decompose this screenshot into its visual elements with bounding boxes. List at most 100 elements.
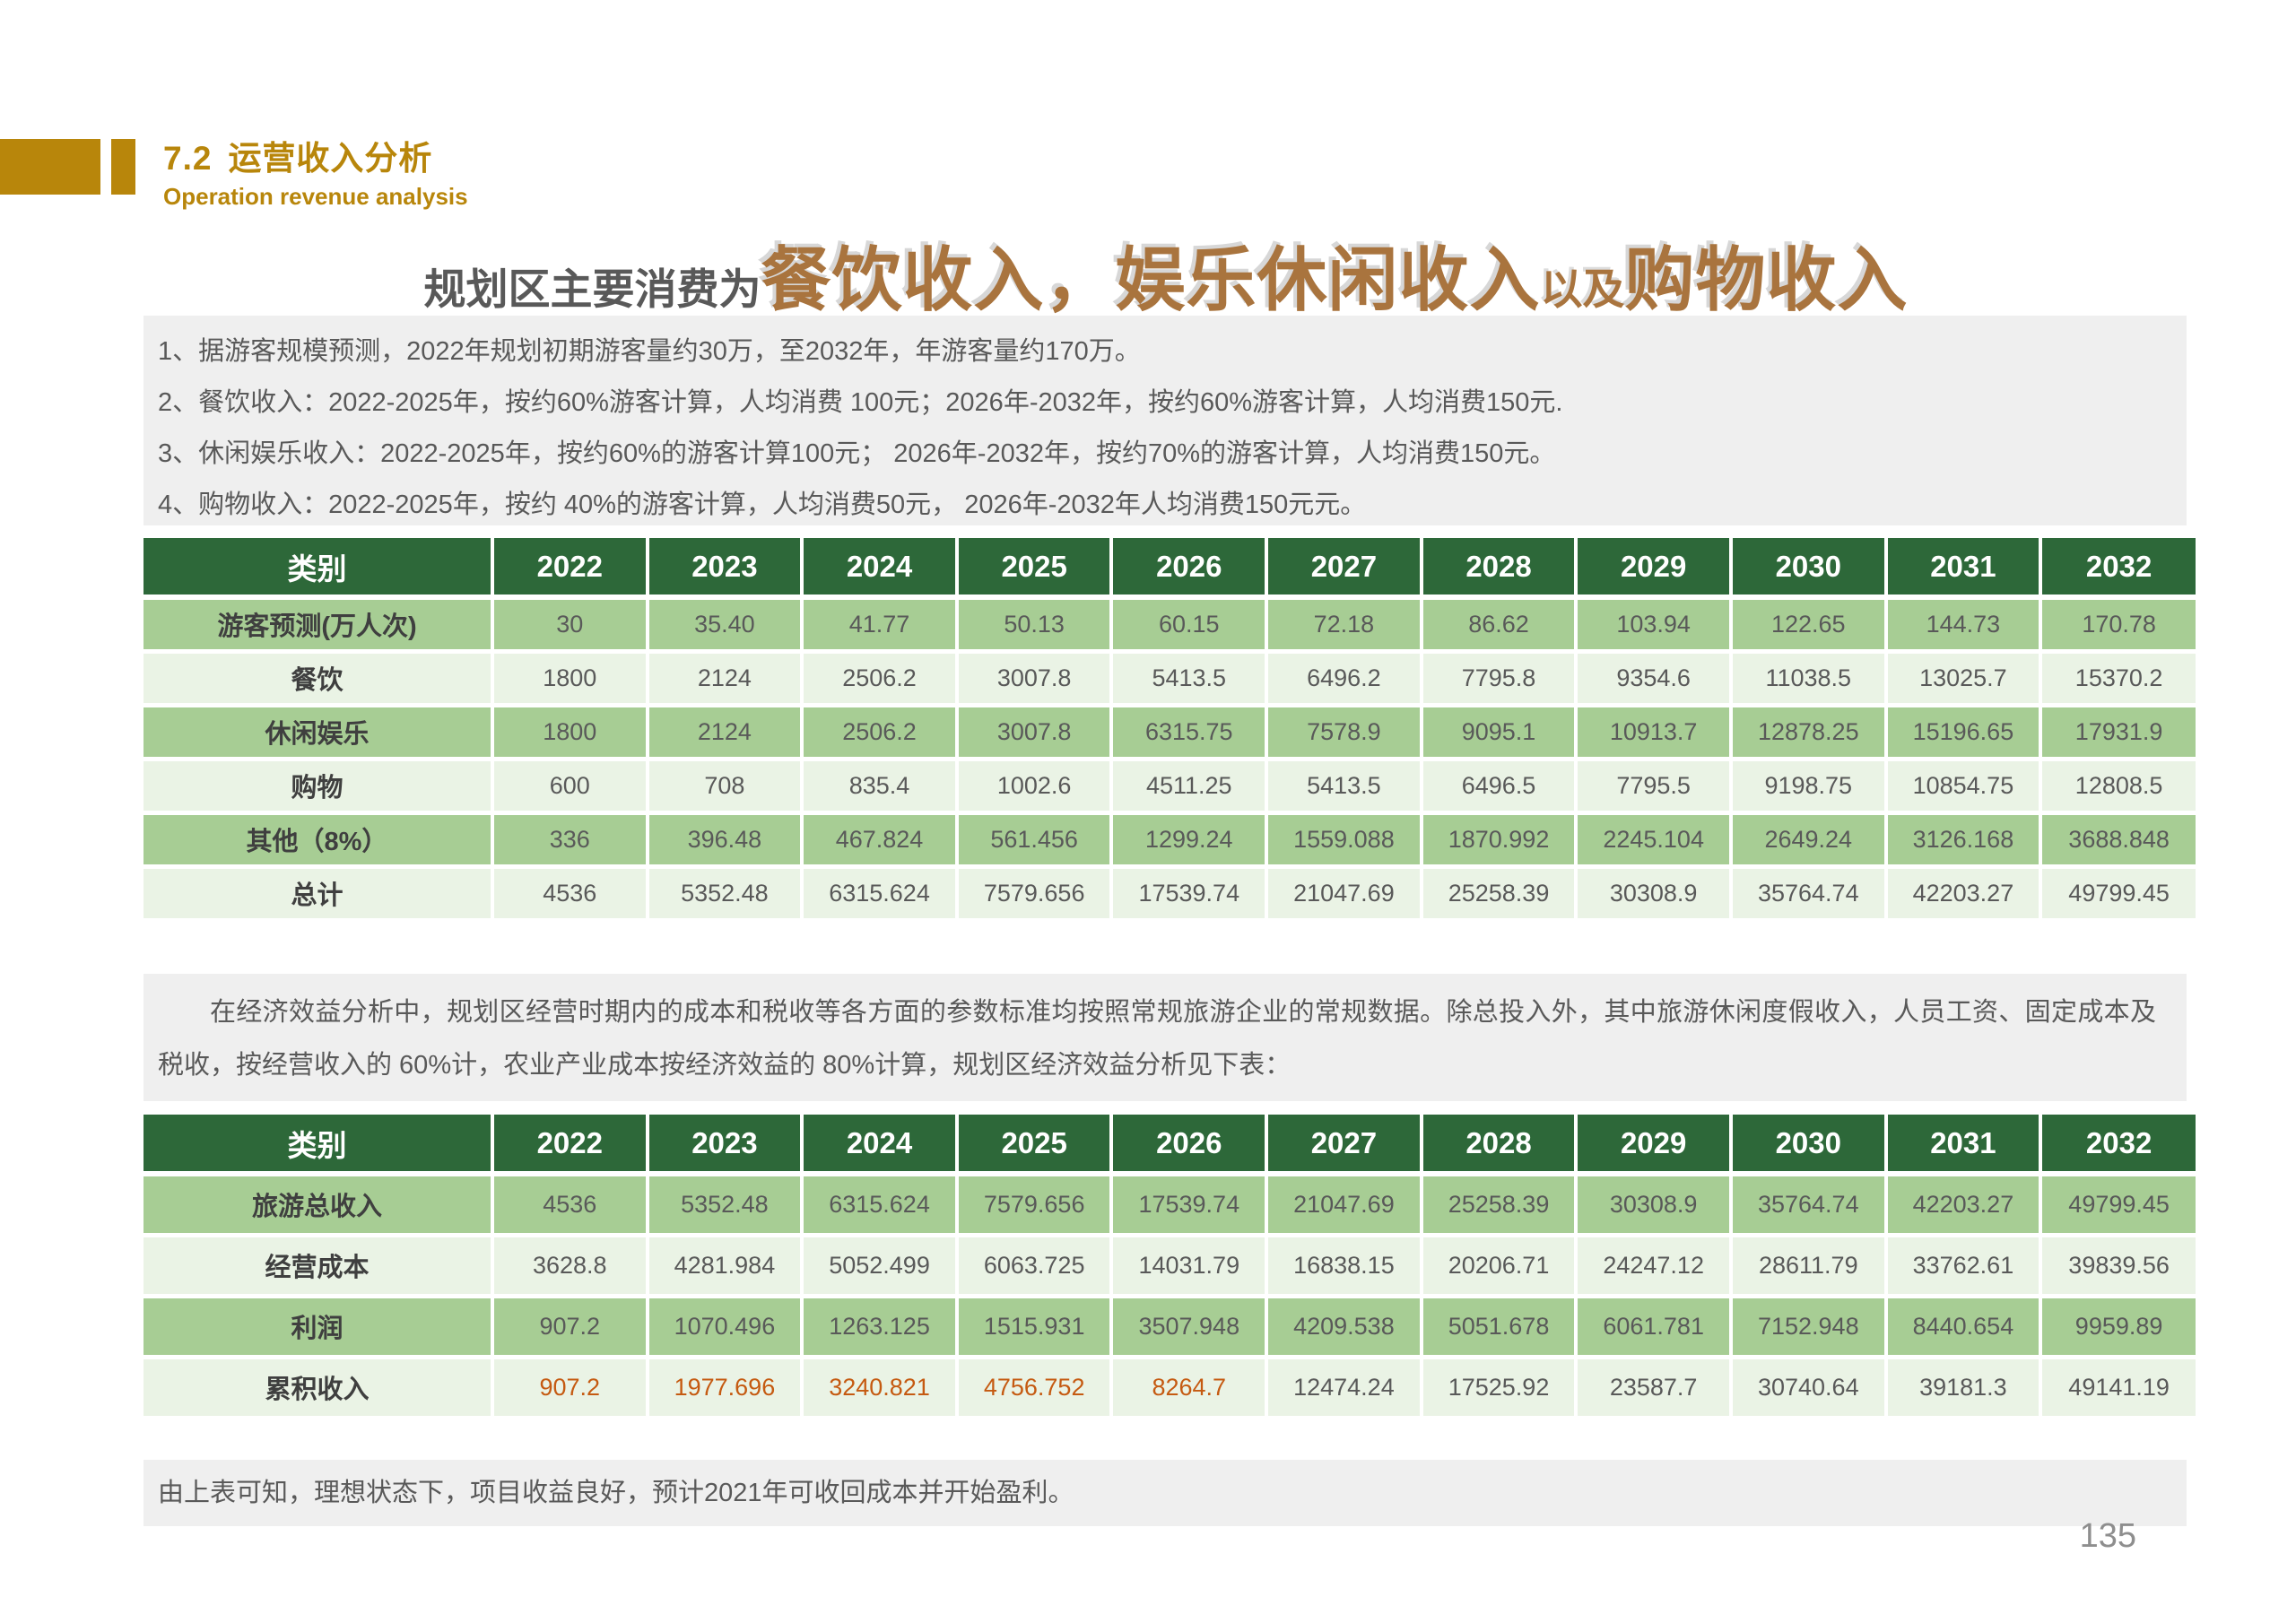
table-cell: 600 (491, 759, 649, 812)
table-cell: 16838.15 (1266, 1235, 1423, 1296)
table-row: 餐饮 1800 2124 2506.2 3007.8 5413.5 6496.2 7795.8… (144, 651, 2196, 705)
table-cell: 6061.781 (1576, 1296, 1733, 1357)
table-cell: 30308.9 (1576, 866, 1733, 920)
table-header-row: 类别 2022 2023 2024 2025 2026 2027 2028 2029 2030 20… (144, 538, 2196, 600)
table-cell: 49141.19 (2040, 1357, 2196, 1418)
table-cell: 1299.24 (1111, 812, 1269, 866)
column-header: 2028 (1421, 538, 1578, 600)
table-cell: 4511.25 (1111, 759, 1269, 812)
table-cell: 12878.25 (1730, 705, 1888, 759)
table-cell: 5352.48 (647, 866, 804, 920)
main-title: 规划区主要消费为餐饮收入，娱乐休闲收入以及购物收入 (144, 224, 2188, 325)
table-cell: 2124 (647, 705, 804, 759)
section-header: 7.2 运营收入分析 Operation revenue analysis (163, 131, 468, 211)
table-cell: 17539.74 (1111, 866, 1269, 920)
row-label: 总计 (144, 866, 494, 920)
column-header: 2031 (1885, 538, 2043, 600)
table-cell: 708 (647, 759, 804, 812)
main-title-connector: 以及 (1540, 265, 1625, 313)
table-cell: 3240.821 (802, 1357, 959, 1418)
row-label: 利润 (144, 1296, 494, 1357)
table-cell: 9959.89 (2040, 1296, 2196, 1357)
table-cell: 4536 (491, 866, 649, 920)
note-line: 3、休闲娱乐收入：2022-2025年，按约60%的游客计算100元； 2026… (158, 439, 1556, 468)
table-cell: 11038.5 (1730, 651, 1888, 705)
table-cell: 7578.9 (1266, 705, 1423, 759)
table-cell: 12474.24 (1266, 1357, 1423, 1418)
table-cell: 39181.3 (1885, 1357, 2043, 1418)
table-cell: 103.94 (1576, 597, 1733, 651)
row-label: 旅游总收入 (144, 1174, 494, 1235)
table-cell: 1515.931 (956, 1296, 1114, 1357)
column-header: 2023 (647, 538, 804, 600)
table-cell: 5413.5 (1111, 651, 1269, 705)
note-line: 1、据游客规模预测，2022年规划初期游客量约30万，至2032年，年游客量约1… (158, 337, 1141, 366)
column-header: 2025 (956, 538, 1114, 600)
table-row: 游客预测(万人次) 30 35.40 41.77 50.13 60.15 72.18 86.6… (144, 597, 2196, 651)
table-cell: 39839.56 (2040, 1235, 2196, 1296)
table-cell: 9354.6 (1576, 651, 1733, 705)
column-header: 2030 (1730, 1115, 1888, 1176)
table-cell: 835.4 (802, 759, 959, 812)
table-cell: 907.2 (491, 1296, 649, 1357)
column-header: 2026 (1111, 538, 1269, 600)
row-label: 游客预测(万人次) (144, 597, 494, 651)
table-cell: 3628.8 (491, 1235, 649, 1296)
table-cell: 7152.948 (1730, 1296, 1888, 1357)
table-cell: 17525.92 (1421, 1357, 1578, 1418)
column-header: 2031 (1885, 1115, 2043, 1176)
assumption-notes-box: 1、据游客规模预测，2022年规划初期游客量约30万，至2032年，年游客量约1… (144, 316, 2187, 525)
table-cell: 35.40 (647, 597, 804, 651)
footnote-box: 由上表可知，理想状态下，项目收益良好，预计2021年可收回成本并开始盈利。 (144, 1460, 2187, 1526)
table-cell: 5352.48 (647, 1174, 804, 1235)
table-cell: 10913.7 (1576, 705, 1733, 759)
table-cell: 21047.69 (1266, 866, 1423, 920)
column-header: 类别 (144, 1115, 494, 1176)
table-cell: 30740.64 (1730, 1357, 1888, 1418)
table-row: 累积收入 907.2 1977.696 3240.821 4756.752 8264.7 1… (144, 1357, 2196, 1418)
table-cell: 50.13 (956, 597, 1114, 651)
table-cell: 28611.79 (1730, 1235, 1888, 1296)
main-title-highlight2: 购物收入 (1624, 240, 1909, 319)
table-cell: 336 (491, 812, 649, 866)
table-cell: 30308.9 (1576, 1174, 1733, 1235)
table-cell: 86.62 (1421, 597, 1578, 651)
table-cell: 10854.75 (1885, 759, 2043, 812)
table-cell: 6063.725 (956, 1235, 1114, 1296)
table-cell: 1870.992 (1421, 812, 1578, 866)
table-cell: 396.48 (647, 812, 804, 866)
table-cell: 144.73 (1885, 597, 2043, 651)
table-cell: 170.78 (2040, 597, 2196, 651)
table-cell: 5051.678 (1421, 1296, 1578, 1357)
table-cell: 467.824 (802, 812, 959, 866)
column-header: 2028 (1421, 1115, 1578, 1176)
table-cell: 4209.538 (1266, 1296, 1423, 1357)
main-title-prefix: 规划区主要消费为 (423, 265, 761, 313)
table-cell: 1800 (491, 651, 649, 705)
table-cell: 561.456 (956, 812, 1114, 866)
page-number: 135 (2079, 1517, 2136, 1555)
table-cell: 7579.656 (956, 866, 1114, 920)
table-cell: 3007.8 (956, 705, 1114, 759)
gold-accent-block-wide (0, 139, 100, 195)
table-cell: 8440.654 (1885, 1296, 2043, 1357)
note-line: 4、购物收入：2022-2025年，按约 40%的游客计算，人均消费50元， 2… (158, 490, 1367, 519)
row-label: 休闲娱乐 (144, 705, 494, 759)
section-subtitle: Operation revenue analysis (163, 183, 468, 210)
table-cell: 2124 (647, 651, 804, 705)
table-cell: 72.18 (1266, 597, 1423, 651)
column-header: 2029 (1576, 538, 1733, 600)
table-cell: 20206.71 (1421, 1235, 1578, 1296)
column-header: 2025 (956, 1115, 1114, 1176)
column-header: 2032 (2040, 1115, 2196, 1176)
table-cell: 3007.8 (956, 651, 1114, 705)
table-cell: 5052.499 (802, 1235, 959, 1296)
table-cell: 8264.7 (1111, 1357, 1269, 1418)
table-cell: 6496.2 (1266, 651, 1423, 705)
column-header: 2029 (1576, 1115, 1733, 1176)
table-cell: 25258.39 (1421, 1174, 1578, 1235)
table-cell: 17931.9 (2040, 705, 2196, 759)
table-cell: 30 (491, 597, 649, 651)
table-cell: 7579.656 (956, 1174, 1114, 1235)
section-number: 7.2 (163, 140, 213, 177)
